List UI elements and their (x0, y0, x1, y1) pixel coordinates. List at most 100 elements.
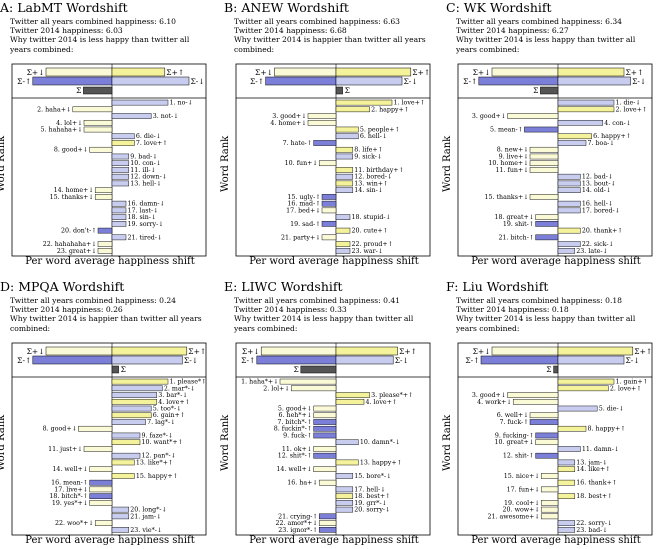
summary-label-neg-right: Σ-↓ (626, 356, 640, 365)
summary-bar-total (540, 86, 559, 95)
summary-label-total: Σ (546, 365, 551, 374)
word-bar (557, 378, 615, 385)
y-axis-label: Word Rank (220, 414, 231, 471)
word-label: 15. nice+↓ (504, 473, 540, 480)
wordshift-chart-a: Σ+↓ Σ+↑ Σ-↑ Σ-↓ Σ 1. no-↓ 2. haha+↓ 3. not-↓ 4. … (11, 63, 207, 257)
word-label: 2. mar*-↓ (164, 385, 195, 392)
summary-label-pos-right: Σ+↑ (399, 347, 417, 356)
word-bar (111, 214, 127, 220)
word-label: 17. hell-↓ (354, 486, 385, 493)
wordshift-chart-f: Σ+↓ Σ+↑ Σ-↑ Σ-↓ Σ 1. gain+↑2. love+↑ 3. good+↓… (457, 342, 653, 536)
word-label: 21. tired-↓ (128, 234, 163, 241)
info-line-1: Twitter all years combined happiness: 0.… (234, 296, 401, 305)
word-label: 21. crying-↑ (278, 513, 318, 520)
word-label: 11. ill-↓ (130, 167, 155, 174)
word-bar (94, 520, 113, 526)
word-bar (335, 187, 354, 193)
plot-frame (235, 63, 431, 257)
word-bar (524, 126, 559, 133)
word-label: 21. bitch-↑ (499, 234, 535, 241)
word-label: 1. love+↑ (394, 100, 426, 107)
summary-bar-pos-left (260, 346, 337, 356)
word-bar (111, 234, 127, 241)
summary-bar-neg-right (557, 76, 631, 86)
wordshift-panel-b: B: ANEW Wordshift Twitter all years comb… (220, 0, 434, 270)
word-label: 6. gain+↑ (153, 412, 185, 419)
word-bar (313, 140, 337, 146)
word-label: 10. fun+↓ (285, 160, 318, 167)
plot-frame (11, 342, 207, 536)
summary-label-neg-left: Σ-↑ (250, 77, 264, 86)
word-label: 12. bored-↓ (354, 174, 392, 181)
word-bar (111, 513, 130, 520)
word-label: 20. thank+↑ (582, 228, 623, 235)
word-bar (313, 425, 337, 432)
summary-bar-total (111, 365, 119, 374)
word-bar (529, 419, 559, 425)
word-label: 6. well+↓ (497, 412, 529, 419)
word-label: 2. love+↑ (610, 385, 642, 392)
word-bar (89, 486, 113, 493)
word-bar (540, 506, 559, 513)
summary-label-pos-left: Σ+↓ (27, 347, 45, 356)
word-label: 5. mean-↑ (490, 126, 523, 133)
summary-bar-neg-left (32, 355, 113, 365)
word-label: 16. thank+↑ (576, 480, 617, 487)
word-bar (540, 513, 559, 520)
word-label: 15. ugly-↑ (287, 194, 320, 201)
word-bar (307, 119, 337, 126)
panel-title: E: LIWC Wordshift (224, 279, 343, 294)
word-label: 12. shit*-↑ (278, 453, 312, 460)
word-label: 16. ha+↓ (287, 480, 317, 487)
word-label: 3. good+↓ (472, 392, 506, 399)
word-label: 1. die-↓ (616, 100, 641, 107)
word-bar (111, 167, 130, 173)
word-bar (540, 486, 559, 493)
panel-title: B: ANEW Wordshift (224, 0, 349, 15)
word-bar (335, 486, 354, 493)
word-bar (335, 500, 354, 506)
info-line-3: Why twitter 2014 is less happy than twit… (456, 35, 636, 54)
word-label: 14. like+↑ (576, 466, 610, 473)
summary-bar-pos-left (491, 67, 559, 77)
summary-bar-neg-right (335, 355, 394, 365)
word-bar (557, 479, 576, 486)
wordshift-panel-e: E: LIWC Wordshift Twitter all years comb… (220, 279, 434, 549)
word-label: 17. fun+↓ (507, 486, 540, 493)
word-bar (335, 180, 354, 187)
word-label: 10. home+↓ (488, 160, 528, 167)
word-label: 14. sin-↓ (354, 187, 383, 194)
word-label: 12. down-↓ (130, 174, 167, 181)
word-label: 14. well+↓ (276, 466, 312, 473)
summary-label-pos-left: Σ+↓ (473, 68, 491, 77)
word-bar (335, 99, 393, 106)
word-label: 22. hahahaha+↓ (43, 241, 97, 248)
word-label: 3. bar*-↓ (158, 392, 187, 399)
x-axis-label: Per word average happiness shift (249, 256, 419, 267)
x-axis-label: Per word average happiness shift (471, 256, 641, 267)
word-bar (557, 527, 576, 533)
word-bar (529, 194, 559, 200)
info-line-3: Why twitter 2014 is less happy than twit… (234, 314, 414, 333)
summary-label-neg-left: Σ-↑ (17, 356, 31, 365)
word-label: 1. please*↑ (170, 379, 207, 386)
word-bar (529, 412, 559, 419)
word-bar (535, 439, 559, 446)
word-label: 22. sorry-↓ (576, 520, 612, 527)
word-label: 7. fuck-↑ (499, 419, 528, 426)
word-bar (535, 432, 559, 439)
word-bar (111, 419, 146, 425)
summary-label-neg-left: Σ-↑ (241, 356, 255, 365)
summary-label-pos-right: Σ+↑ (188, 347, 206, 356)
plot-frame (457, 63, 653, 257)
word-bar (557, 385, 609, 392)
word-bar (111, 405, 152, 412)
word-label: 3. not-↓ (153, 113, 179, 120)
word-label: 20. long*-↓ (130, 507, 166, 514)
word-bar (335, 248, 351, 254)
word-label: 7. boa-↓ (588, 140, 615, 147)
summary-bar-pos-right (111, 67, 166, 77)
word-label: 9. bad-↓ (130, 153, 157, 160)
word-bar (111, 412, 152, 419)
word-label: 12. shit-↑ (503, 453, 534, 460)
